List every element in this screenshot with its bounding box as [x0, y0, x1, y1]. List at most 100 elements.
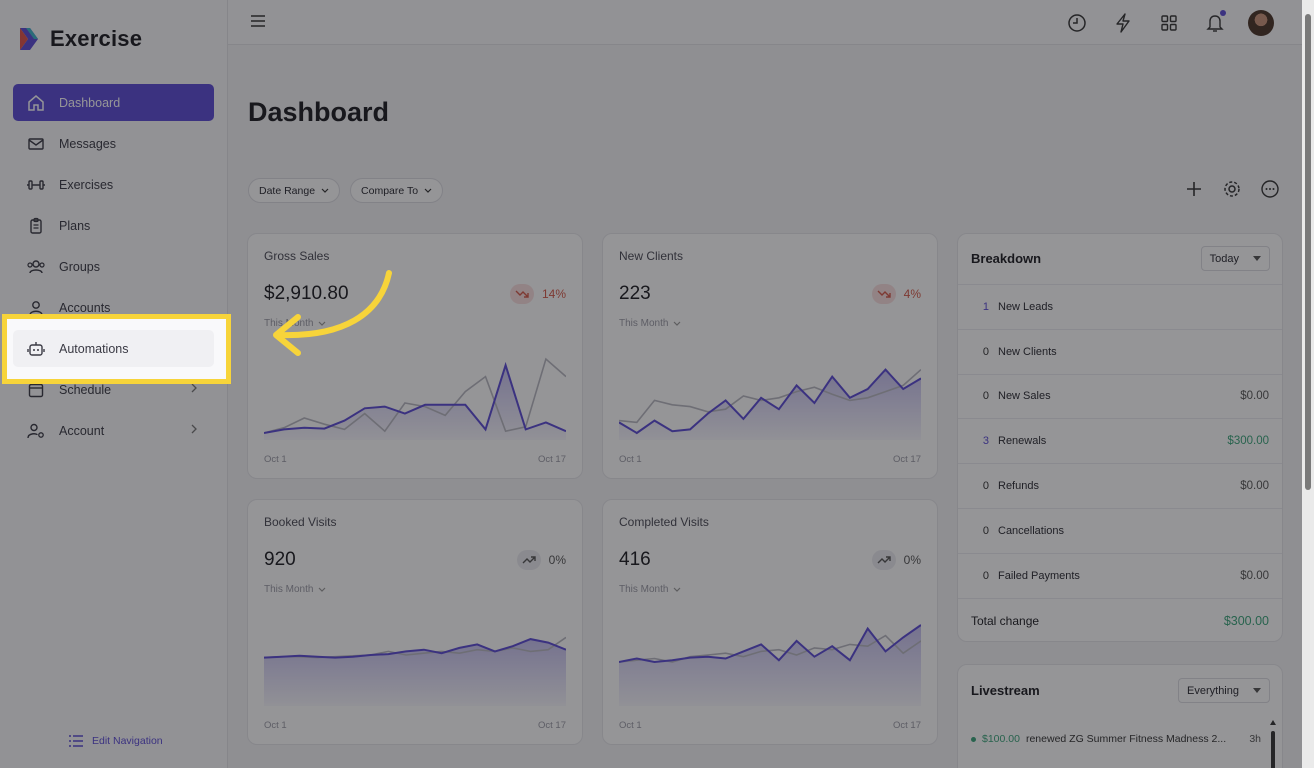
breakdown-count: 0 — [982, 480, 989, 493]
date-range-dropdown[interactable]: Date Range — [248, 178, 341, 203]
sidebar-nav: Dashboard Messages Exercises Plans Group… — [13, 84, 214, 453]
metric-card-booked-visits[interactable]: Booked Visits 920 0% This Month Oct 1 Oc… — [247, 499, 583, 745]
clock-icon[interactable] — [1064, 10, 1090, 36]
sparkline-chart — [619, 624, 921, 706]
compare-to-dropdown[interactable]: Compare To — [350, 178, 444, 203]
avatar[interactable] — [1248, 10, 1274, 36]
edit-navigation-link[interactable]: Edit Navigation — [68, 734, 163, 748]
breakdown-label: Failed Payments — [998, 569, 1080, 582]
change-badge: 0% — [516, 550, 566, 570]
livestream-filter-select[interactable]: Everything — [1178, 678, 1270, 703]
page-title: Dashboard — [248, 97, 390, 127]
breakdown-header: Breakdown Today — [958, 234, 1282, 285]
filter-bar: Date Range Compare To — [248, 178, 444, 203]
axis-start-label: Oct 1 — [264, 720, 287, 731]
breakdown-rows: 1 New Leads 0 New Clients 0 New Sales $0.00 3 Re… — [958, 285, 1282, 599]
menu-icon[interactable] — [250, 14, 266, 28]
sidebar-item-plans[interactable]: Plans — [13, 207, 214, 244]
livestream-time: 3h — [1249, 733, 1261, 745]
breakdown-period-label: Today — [1209, 252, 1239, 265]
sidebar-item-label: Messages — [59, 136, 116, 151]
breakdown-label: Cancellations — [998, 524, 1065, 537]
caret-down-icon — [1253, 256, 1261, 261]
period-dropdown[interactable]: This Month — [619, 318, 681, 329]
metric-card-completed-visits[interactable]: Completed Visits 416 0% This Month Oct 1… — [602, 499, 938, 745]
breakdown-row[interactable]: 3 Renewals $300.00 — [958, 419, 1282, 465]
breakdown-amount: $0.00 — [1240, 569, 1269, 582]
breakdown-title: Breakdown — [971, 251, 1042, 266]
card-title: Booked Visits — [264, 515, 337, 529]
list-icon — [69, 735, 83, 747]
sidebar-item-schedule[interactable]: Schedule — [13, 371, 214, 408]
more-options-icon[interactable] — [1260, 179, 1280, 199]
breakdown-row[interactable]: 0 New Clients — [958, 330, 1282, 375]
status-dot — [971, 736, 976, 742]
sidebar-item-dashboard[interactable]: Dashboard — [13, 84, 214, 121]
axis-start-label: Oct 1 — [619, 454, 642, 465]
logo[interactable]: Exercise — [16, 26, 142, 52]
breakdown-row[interactable]: 0 Failed Payments $0.00 — [958, 554, 1282, 599]
scrollbar-thumb[interactable] — [1305, 14, 1311, 490]
period-dropdown[interactable]: This Month — [619, 584, 681, 595]
card-title: Completed Visits — [619, 515, 709, 529]
breakdown-amount: $0.00 — [1240, 480, 1269, 493]
bell-icon[interactable] — [1202, 10, 1228, 36]
chevron-down-icon — [674, 321, 681, 326]
lightning-icon[interactable] — [1110, 10, 1136, 36]
gear-icon[interactable] — [1222, 179, 1242, 199]
card-title: New Clients — [619, 249, 684, 263]
page-scrollbar[interactable] — [1302, 0, 1314, 768]
metric-card-gross-sales[interactable]: Gross Sales $2,910.80 14% This Month Oct… — [247, 233, 583, 479]
period-label: This Month — [264, 584, 314, 595]
livestream-scrollbar[interactable] — [1270, 719, 1276, 768]
metric-card-new-clients[interactable]: New Clients 223 4% This Month Oct 1 Oct … — [602, 233, 938, 479]
plus-icon[interactable] — [1184, 179, 1204, 199]
sidebar-item-label: Groups — [59, 259, 100, 274]
robot-icon — [26, 339, 46, 359]
calendar-icon — [26, 380, 46, 400]
period-dropdown[interactable]: This Month — [264, 584, 326, 595]
change-value: 0% — [903, 553, 921, 567]
sidebar-item-accounts[interactable]: Accounts — [13, 289, 214, 326]
topbar-icons — [1064, 10, 1274, 36]
current-area — [619, 625, 921, 706]
breakdown-row[interactable]: 0 New Sales $0.00 — [958, 375, 1282, 420]
breakdown-period-select[interactable]: Today — [1200, 246, 1270, 271]
axis-start-label: Oct 1 — [619, 720, 642, 731]
change-badge: 0% — [871, 550, 921, 570]
breakdown-row[interactable]: 1 New Leads — [958, 285, 1282, 330]
change-value: 14% — [541, 287, 566, 301]
breakdown-row[interactable]: 0 Cancellations — [958, 509, 1282, 554]
compare-to-label: Compare To — [361, 184, 419, 197]
notification-dot — [1220, 10, 1226, 16]
axis-end-label: Oct 17 — [538, 454, 566, 465]
edit-navigation-label: Edit Navigation — [92, 735, 163, 747]
trend-up-icon — [516, 550, 541, 570]
home-icon — [26, 93, 46, 113]
chevron-down-icon — [319, 587, 326, 592]
total-amount: $300.00 — [1223, 614, 1269, 629]
brand-name: Exercise — [50, 26, 143, 51]
apps-grid-icon[interactable] — [1156, 10, 1182, 36]
sidebar-item-exercises[interactable]: Exercises — [13, 166, 214, 203]
sidebar-item-messages[interactable]: Messages — [13, 125, 214, 162]
trend-up-icon — [871, 550, 896, 570]
change-value: 4% — [903, 287, 921, 301]
period-label: This Month — [264, 318, 314, 329]
change-badge: 14% — [509, 284, 566, 304]
period-dropdown[interactable]: This Month — [264, 318, 326, 329]
breakdown-label: New Sales — [998, 390, 1051, 403]
change-badge: 4% — [871, 284, 921, 304]
sidebar-item-groups[interactable]: Groups — [13, 248, 214, 285]
breakdown-row[interactable]: 0 Refunds $0.00 — [958, 464, 1282, 509]
spotlight-automations-item[interactable]: Automations — [13, 330, 214, 367]
clipboard-icon — [26, 216, 46, 236]
sidebar-item-account[interactable]: Account — [13, 412, 214, 449]
period-label: This Month — [619, 584, 669, 595]
livestream-item[interactable]: $100.00 renewed ZG Summer Fitness Madnes… — [971, 733, 1261, 745]
sidebar-item-label: Account — [59, 423, 105, 438]
breakdown-count: 0 — [982, 524, 989, 537]
topbar — [228, 0, 1302, 45]
current-series-line — [619, 368, 921, 435]
breakdown-count: 0 — [982, 345, 989, 358]
